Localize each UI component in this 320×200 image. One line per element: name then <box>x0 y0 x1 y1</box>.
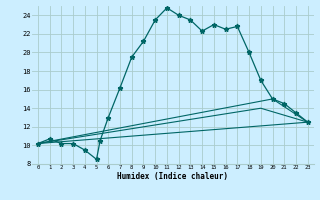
X-axis label: Humidex (Indice chaleur): Humidex (Indice chaleur) <box>117 172 228 181</box>
